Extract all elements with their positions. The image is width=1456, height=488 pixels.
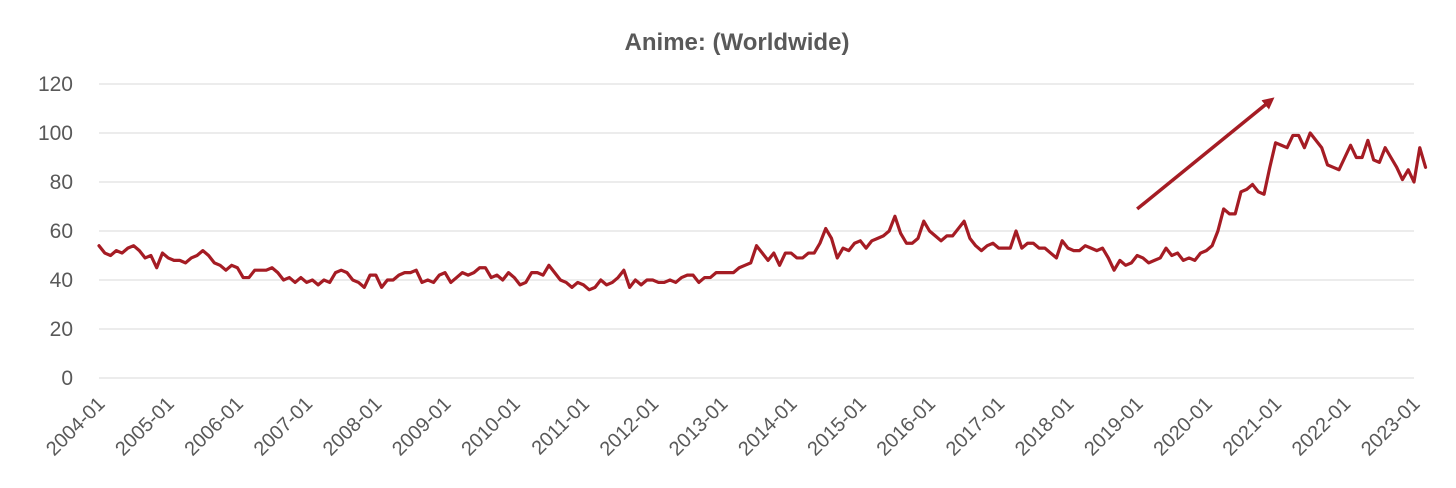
y-axis-tick-labels: 0 20 40 60 80 100 120: [38, 73, 73, 390]
chart-title: Anime: (Worldwide): [625, 29, 850, 56]
series-layer: [97, 131, 1428, 292]
x-tick-label: 2023-01: [1357, 393, 1424, 460]
x-tick-label: 2004-01: [42, 393, 109, 460]
x-tick-label: 2015-01: [803, 393, 870, 460]
x-axis-tick-labels: 2004-01 2005-01 2006-01 2007-01 2008-01 2009-…: [42, 393, 1424, 460]
trend-arrow: [1136, 97, 1275, 211]
x-tick-label: 2018-01: [1011, 393, 1078, 460]
gridlines: [99, 83, 1414, 379]
y-tick-label: 100: [38, 122, 73, 145]
x-tick-label: 2005-01: [111, 393, 178, 460]
y-tick-label: 60: [50, 220, 73, 243]
x-tick-label: 2010-01: [457, 393, 524, 460]
y-tick-label: 80: [50, 171, 73, 194]
x-tick-label: 2012-01: [596, 393, 663, 460]
x-tick-label: 2006-01: [180, 393, 247, 460]
y-tick-label: 20: [50, 318, 73, 341]
x-tick-label: 2011-01: [528, 393, 594, 459]
x-tick-label: 2007-01: [250, 393, 317, 460]
x-tick-label: 2016-01: [873, 393, 940, 460]
x-tick-label: 2019-01: [1080, 393, 1147, 460]
x-tick-label: 2008-01: [319, 393, 386, 460]
series-line: [97, 131, 1428, 292]
x-tick-label: 2014-01: [734, 393, 801, 460]
x-tick-label: 2020-01: [1149, 393, 1216, 460]
x-tick-label: 2022-01: [1288, 393, 1355, 460]
x-tick-label: 2017-01: [942, 393, 1009, 460]
y-tick-label: 40: [50, 269, 73, 292]
x-tick-label: 2021-01: [1219, 393, 1286, 460]
x-tick-label: 2013-01: [665, 393, 732, 460]
y-tick-label: 120: [38, 73, 73, 96]
x-tick-label: 2009-01: [388, 393, 455, 460]
annotation-layer: [1136, 97, 1275, 211]
y-tick-label: 0: [61, 367, 73, 390]
